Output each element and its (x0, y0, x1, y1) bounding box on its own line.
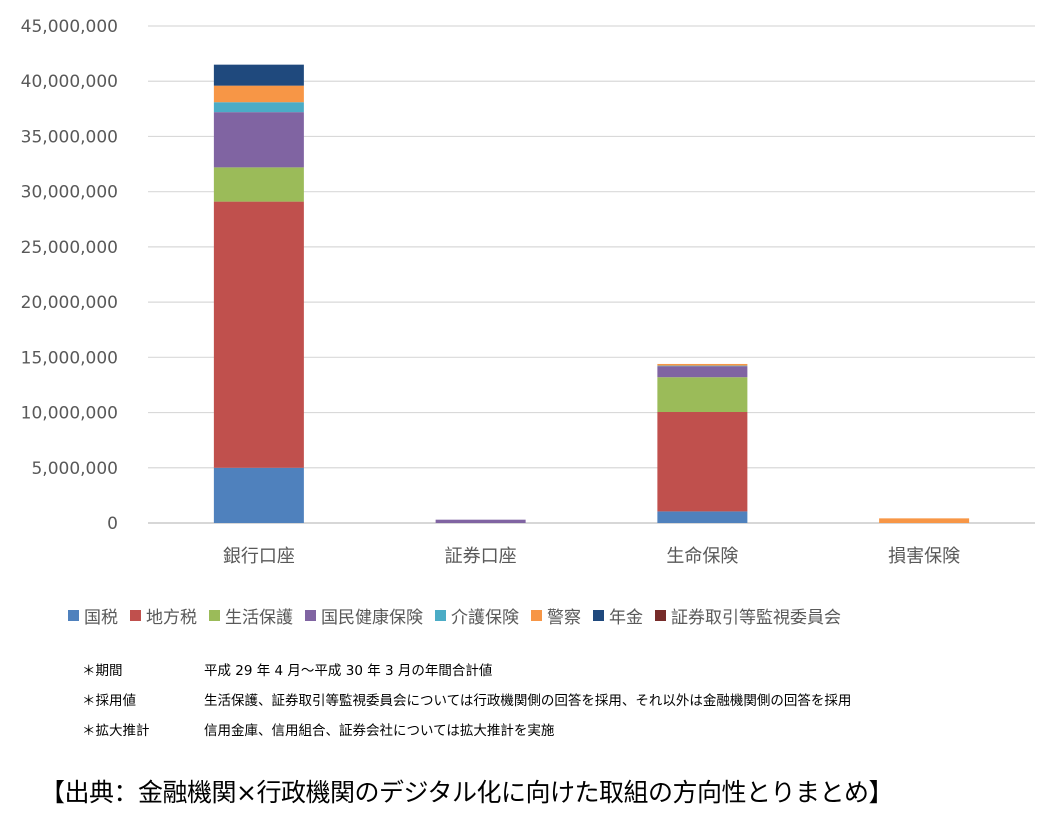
legend-label: 地方税 (146, 607, 197, 628)
y-tick-label: 40,000,000 (21, 72, 118, 92)
legend-swatch (531, 609, 542, 621)
legend-swatch (130, 609, 141, 621)
x-tick-label: 銀行口座 (223, 546, 295, 567)
note-value: 生活保護、証券取引等監視委員会については行政機関側の回答を採用、それ以外は金融機… (204, 693, 852, 709)
legend-item: 国民健康保険 (305, 603, 423, 628)
legend: 国税 地方税 生活保護 国民健康保険 介護保険 警察 年金 証券取引等監視委員会 (68, 603, 1048, 628)
bar-segment (657, 511, 748, 523)
note-value: 平成 29 年 4 月～平成 30 年 3 月の年間合計値 (204, 663, 493, 679)
legend-label: 年金 (609, 607, 643, 628)
legend-item: 国税 (68, 603, 118, 628)
x-tick-label: 損害保険 (888, 546, 960, 567)
legend-swatch (435, 609, 446, 621)
y-tick-label: 45,000,000 (21, 17, 118, 37)
bar-segment (657, 363, 748, 366)
bar-segment (213, 167, 304, 202)
note-period: ＊期間 平成 29 年 4 月～平成 30 年 3 月の年間合計値 (82, 654, 851, 684)
stacked-bar-chart: 0 5,000,000 10,000,000 15,000,000 20,000,000… (21, 17, 1035, 567)
legend-item: 証券取引等監視委員会 (655, 603, 841, 628)
note-key: ＊拡大推計 (82, 723, 150, 739)
bar-segment (213, 64, 304, 86)
note-key: ＊採用値 (82, 693, 136, 709)
legend-label: 生活保護 (225, 607, 293, 628)
bar-segment (213, 201, 304, 468)
y-tick-label: 30,000,000 (21, 183, 118, 203)
legend-label: 証券取引等監視委員会 (671, 607, 841, 628)
legend-swatch (305, 609, 316, 621)
source-caption: 【出典：金融機関×行政機関のデジタル化に向けた取組の方向性とりまとめ】 (40, 778, 893, 807)
legend-item: 介護保険 (435, 603, 519, 628)
legend-swatch (655, 609, 666, 621)
legend-label: 国税 (84, 607, 118, 628)
y-tick-label: 25,000,000 (21, 238, 118, 258)
legend-label: 介護保険 (451, 607, 519, 628)
legend-label: 国民健康保険 (321, 607, 423, 628)
y-tick-label: 10,000,000 (21, 404, 118, 424)
bar-segment (213, 85, 304, 103)
legend-item: 生活保護 (209, 603, 293, 628)
note-value: 信用金庫、信用組合、証券会社については拡大推計を実施 (204, 723, 555, 739)
note-adopted: ＊採用値 生活保護、証券取引等監視委員会については行政機関側の回答を採用、それ以… (82, 684, 851, 714)
legend-item: 警察 (531, 603, 581, 628)
bar-segment (657, 365, 748, 367)
legend-swatch (68, 609, 79, 621)
bar-segment (657, 412, 748, 512)
legend-label: 警察 (547, 607, 581, 628)
legend-item: 地方税 (130, 603, 197, 628)
bar-segment (435, 519, 526, 523)
legend-swatch (593, 609, 604, 621)
bar-segment (657, 377, 748, 413)
bar-segment (213, 467, 304, 523)
note-key: ＊期間 (82, 663, 123, 679)
y-tick-label: 0 (107, 514, 118, 534)
x-tick-label: 生命保険 (666, 546, 738, 567)
notes: ＊期間 平成 29 年 4 月～平成 30 年 3 月の年間合計値 ＊採用値 生… (82, 654, 851, 744)
y-tick-label: 15,000,000 (21, 348, 118, 368)
y-tick-label: 20,000,000 (21, 293, 118, 313)
bar-segment (213, 102, 304, 113)
y-tick-label: 5,000,000 (31, 459, 118, 479)
bar-segment (213, 112, 304, 168)
x-tick-label: 証券口座 (445, 546, 517, 567)
legend-item: 年金 (593, 603, 643, 628)
legend-swatch (209, 609, 220, 621)
bar-segment (657, 366, 748, 378)
note-estimate: ＊拡大推計 信用金庫、信用組合、証券会社については拡大推計を実施 (82, 714, 851, 744)
bar-segment (879, 518, 970, 523)
y-tick-label: 35,000,000 (21, 127, 118, 147)
